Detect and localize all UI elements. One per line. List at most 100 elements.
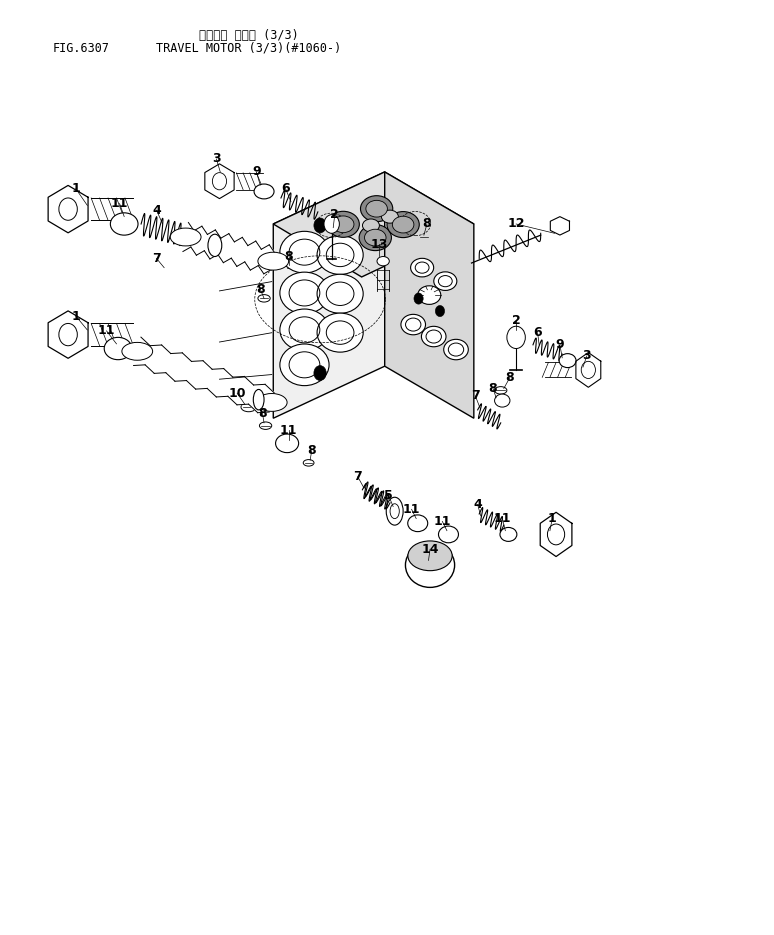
- Ellipse shape: [122, 342, 152, 360]
- Text: 11: 11: [402, 503, 420, 516]
- Polygon shape: [245, 241, 255, 270]
- Text: 8: 8: [259, 407, 267, 420]
- Ellipse shape: [408, 541, 452, 570]
- Ellipse shape: [433, 272, 457, 291]
- Ellipse shape: [361, 195, 392, 222]
- Text: 6: 6: [281, 182, 290, 195]
- Polygon shape: [166, 352, 183, 381]
- Text: 8: 8: [423, 218, 431, 231]
- Text: 1: 1: [548, 512, 557, 525]
- Text: 5: 5: [384, 489, 393, 502]
- Polygon shape: [273, 172, 474, 277]
- Polygon shape: [210, 230, 221, 259]
- Ellipse shape: [495, 387, 507, 394]
- Text: 8: 8: [284, 250, 293, 263]
- Ellipse shape: [258, 252, 289, 270]
- Polygon shape: [258, 384, 274, 412]
- Ellipse shape: [285, 264, 297, 271]
- Ellipse shape: [500, 527, 517, 541]
- Ellipse shape: [410, 258, 433, 277]
- Ellipse shape: [253, 389, 264, 410]
- Text: 12: 12: [507, 218, 525, 231]
- Text: ｼｮｺｳ ﾓｰﾀ (3/3): ｼｮｺｳ ﾓｰﾀ (3/3): [199, 29, 299, 42]
- Polygon shape: [196, 361, 212, 389]
- Ellipse shape: [317, 274, 363, 313]
- Circle shape: [435, 306, 444, 317]
- Text: 4: 4: [474, 498, 482, 511]
- Circle shape: [414, 293, 423, 304]
- Text: 3: 3: [212, 152, 221, 165]
- Ellipse shape: [170, 228, 201, 246]
- Ellipse shape: [444, 339, 468, 360]
- Ellipse shape: [327, 211, 359, 237]
- Polygon shape: [540, 512, 572, 556]
- Ellipse shape: [256, 394, 287, 411]
- Ellipse shape: [280, 272, 329, 314]
- Polygon shape: [248, 384, 265, 412]
- Text: 7: 7: [354, 470, 362, 483]
- Polygon shape: [385, 172, 474, 418]
- Ellipse shape: [387, 211, 420, 237]
- Polygon shape: [175, 352, 191, 381]
- Text: 7: 7: [152, 252, 161, 265]
- Polygon shape: [237, 377, 254, 405]
- Polygon shape: [576, 352, 601, 387]
- Text: 6: 6: [533, 326, 542, 339]
- Ellipse shape: [406, 543, 454, 587]
- Circle shape: [314, 366, 326, 381]
- Polygon shape: [550, 217, 570, 235]
- Polygon shape: [134, 338, 150, 366]
- Text: FIG.6307: FIG.6307: [53, 42, 110, 55]
- Text: 1: 1: [71, 309, 80, 323]
- Ellipse shape: [362, 219, 379, 232]
- Ellipse shape: [280, 344, 329, 385]
- Ellipse shape: [386, 497, 403, 525]
- Ellipse shape: [495, 394, 510, 407]
- Ellipse shape: [280, 231, 329, 273]
- Text: 2: 2: [512, 314, 520, 327]
- Text: 10: 10: [228, 387, 246, 399]
- Ellipse shape: [392, 216, 414, 233]
- Ellipse shape: [241, 402, 256, 411]
- Ellipse shape: [104, 338, 132, 360]
- Text: 9: 9: [252, 165, 261, 179]
- Ellipse shape: [418, 286, 440, 305]
- Polygon shape: [204, 230, 215, 259]
- Ellipse shape: [408, 515, 428, 532]
- Circle shape: [314, 218, 326, 233]
- Ellipse shape: [317, 313, 363, 352]
- Circle shape: [507, 326, 526, 349]
- Text: 11: 11: [494, 512, 511, 525]
- Polygon shape: [237, 237, 248, 266]
- Polygon shape: [250, 241, 262, 270]
- Polygon shape: [205, 164, 234, 198]
- Polygon shape: [154, 345, 171, 373]
- Text: 3: 3: [583, 350, 591, 363]
- Ellipse shape: [317, 236, 363, 275]
- Polygon shape: [197, 226, 207, 255]
- Ellipse shape: [365, 229, 386, 246]
- Ellipse shape: [401, 314, 426, 335]
- Text: 7: 7: [471, 390, 480, 402]
- Ellipse shape: [439, 526, 458, 543]
- Text: 11: 11: [98, 324, 115, 338]
- Text: 8: 8: [505, 371, 514, 384]
- Polygon shape: [224, 234, 235, 263]
- Ellipse shape: [280, 309, 329, 351]
- Text: 9: 9: [556, 338, 564, 352]
- Ellipse shape: [382, 210, 399, 223]
- Polygon shape: [207, 368, 224, 397]
- Polygon shape: [48, 311, 88, 358]
- Ellipse shape: [418, 233, 430, 240]
- Ellipse shape: [259, 422, 272, 429]
- Ellipse shape: [303, 460, 314, 467]
- Ellipse shape: [359, 224, 392, 251]
- Ellipse shape: [111, 213, 138, 235]
- Polygon shape: [48, 185, 88, 233]
- Text: 1: 1: [71, 182, 80, 195]
- Ellipse shape: [254, 184, 274, 199]
- Polygon shape: [191, 226, 202, 255]
- Ellipse shape: [208, 234, 222, 256]
- Text: 11: 11: [111, 197, 128, 210]
- Text: 8: 8: [307, 444, 316, 457]
